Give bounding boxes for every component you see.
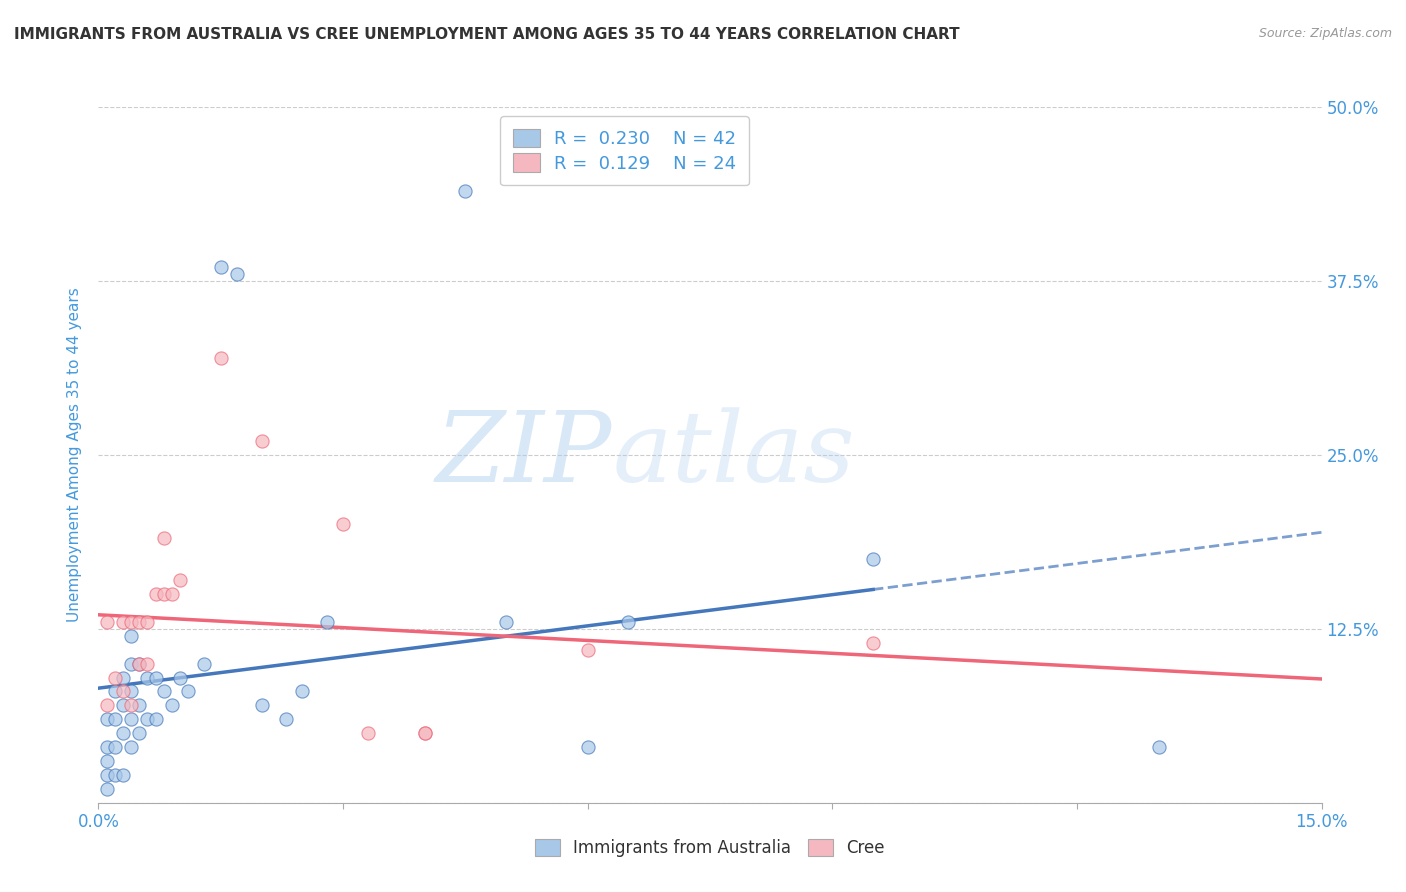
Point (128, 615, 150, 629)
Point (111, 726, 134, 740)
Point (862, 636, 884, 650)
Point (111, 671, 134, 685)
Point (96, 740, 118, 755)
Point (111, 684, 134, 698)
Point (209, 351, 232, 365)
Text: atlas: atlas (612, 408, 855, 502)
Y-axis label: Unemployment Among Ages 35 to 44 years: Unemployment Among Ages 35 to 44 years (67, 287, 83, 623)
Point (315, 615, 337, 629)
Point (96, 615, 118, 629)
Point (96, 754, 118, 768)
Point (193, 657, 215, 671)
Point (291, 684, 314, 698)
Point (160, 698, 183, 713)
Point (96, 781, 118, 796)
Point (160, 587, 183, 601)
Point (120, 740, 142, 755)
Point (356, 726, 378, 740)
Point (169, 573, 191, 587)
Point (274, 712, 297, 726)
Point (136, 712, 159, 726)
Point (104, 684, 127, 698)
Point (332, 517, 354, 532)
Point (120, 629, 142, 643)
Point (576, 740, 599, 755)
Point (454, 184, 477, 198)
Point (136, 657, 159, 671)
Point (104, 712, 127, 726)
Point (96, 768, 118, 782)
Point (120, 657, 142, 671)
Point (862, 552, 884, 566)
Point (576, 642, 599, 657)
Point (495, 615, 517, 629)
Point (104, 768, 127, 782)
Point (96, 698, 118, 713)
Point (128, 657, 150, 671)
Point (413, 726, 436, 740)
Point (169, 671, 191, 685)
Point (136, 615, 159, 629)
Point (120, 698, 142, 713)
Point (145, 587, 167, 601)
Point (250, 434, 273, 448)
Text: ZIP: ZIP (436, 408, 612, 502)
Point (104, 740, 127, 755)
Point (152, 684, 174, 698)
Point (152, 587, 174, 601)
Point (111, 615, 134, 629)
Point (617, 615, 640, 629)
Point (152, 532, 174, 546)
Point (128, 698, 150, 713)
Point (120, 712, 142, 726)
Point (96, 712, 118, 726)
Point (104, 671, 127, 685)
Point (1147, 740, 1170, 755)
Point (145, 671, 167, 685)
Point (120, 615, 142, 629)
Text: Source: ZipAtlas.com: Source: ZipAtlas.com (1258, 27, 1392, 40)
Point (128, 657, 150, 671)
Point (111, 768, 134, 782)
Point (226, 267, 249, 281)
Point (120, 684, 142, 698)
Point (177, 684, 200, 698)
Point (209, 260, 232, 274)
Legend: Immigrants from Australia, Cree: Immigrants from Australia, Cree (529, 832, 891, 864)
Point (136, 671, 159, 685)
Point (250, 698, 273, 713)
Point (145, 712, 167, 726)
Point (413, 726, 436, 740)
Point (111, 698, 134, 713)
Text: IMMIGRANTS FROM AUSTRALIA VS CREE UNEMPLOYMENT AMONG AGES 35 TO 44 YEARS CORRELA: IMMIGRANTS FROM AUSTRALIA VS CREE UNEMPL… (14, 27, 960, 42)
Point (128, 726, 150, 740)
